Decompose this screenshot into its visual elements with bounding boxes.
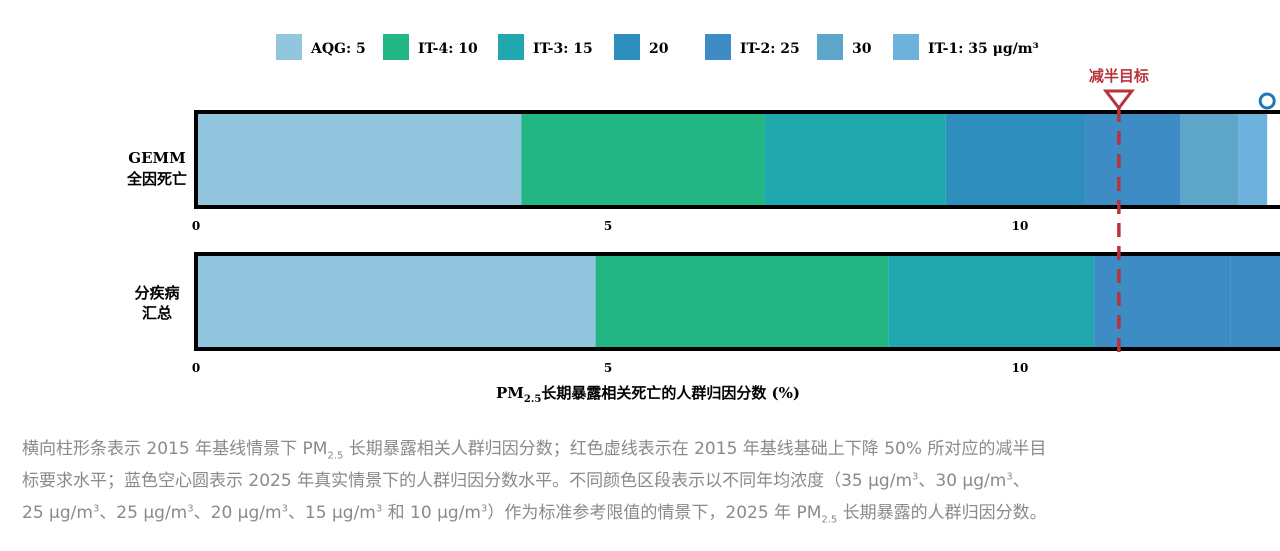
caption-line-1: 横向柱形条表示 2015 年基线情景下 PM2.5 长期暴露相关人群归因分数；红… bbox=[22, 433, 1267, 465]
bar-row-label: 分疾病 bbox=[134, 284, 179, 302]
bar-segment bbox=[1094, 254, 1231, 349]
caption-text: 、15 μg/m bbox=[287, 503, 376, 523]
x-axis-label: PM2.5长期暴露相关死亡的人群归因分数 (%) bbox=[496, 384, 800, 405]
marker-2025 bbox=[1258, 92, 1276, 110]
caption-text: 、20 μg/m bbox=[193, 503, 282, 523]
caption-text: 、25 μg/m bbox=[99, 503, 188, 523]
x-tick-label: 0 bbox=[192, 219, 200, 233]
legend-swatch bbox=[893, 34, 919, 60]
x-axis-label-rest: 长期暴露相关死亡的人群归因分数 (%) bbox=[541, 384, 800, 402]
bar-segment bbox=[945, 112, 1086, 207]
caption-line-2: 标要求水平；蓝色空心圆表示 2025 年真实情景下的人群归因分数水平。不同颜色区… bbox=[22, 465, 1267, 497]
caption-text: 长期暴露相关人群归因分数；红色虚线表示在 2015 年基线基础上下降 50% 所… bbox=[343, 439, 1047, 459]
x-axis-label-sub: 2.5 bbox=[524, 394, 541, 405]
legend-label: AQG: 5 bbox=[310, 41, 366, 57]
bar-row-2: 05101520分疾病汇总 bbox=[134, 252, 1280, 375]
bar-row-1: 05101520GEMM全因死亡 bbox=[126, 92, 1280, 233]
caption-text: 和 10 μg/m bbox=[382, 503, 481, 523]
caption-text: 、30 μg/m bbox=[918, 471, 1007, 491]
caption-sup: 3 bbox=[912, 471, 919, 483]
target-label: 减半目标 bbox=[1089, 67, 1149, 85]
bar-segment bbox=[764, 112, 946, 207]
caption-line-3: 25 μg/m3、25 μg/m3、20 μg/m3、15 μg/m3 和 10… bbox=[22, 497, 1267, 529]
caption-text: 标要求水平；蓝色空心圆表示 2025 年真实情景下的人群归因分数水平。不同颜色区… bbox=[22, 471, 912, 491]
x-tick-label: 10 bbox=[1012, 219, 1029, 233]
caption-text: 25 μg/m bbox=[22, 503, 93, 523]
caption-sub: 2.5 bbox=[821, 514, 838, 526]
caption-sup: 3 bbox=[92, 503, 100, 515]
legend-swatch bbox=[817, 34, 843, 60]
legend-label: IT-3: 15 bbox=[533, 41, 593, 57]
caption-sup: 3 bbox=[187, 503, 194, 515]
caption-text: 长期暴露的人群归因分数。 bbox=[837, 503, 1047, 523]
bar-segment bbox=[888, 254, 1095, 349]
caption-text: ）作为标准参考限值的情景下，2025 年 PM bbox=[487, 503, 822, 523]
bar-row-label: 全因死亡 bbox=[126, 170, 187, 188]
bar-segment bbox=[1238, 112, 1268, 207]
legend-label: IT-4: 10 bbox=[418, 41, 478, 57]
caption-text: 横向柱形条表示 2015 年基线情景下 PM bbox=[22, 439, 328, 459]
legend-label: IT-2: 25 bbox=[740, 41, 800, 57]
caption-text: 、 bbox=[1012, 471, 1030, 491]
legend-swatch bbox=[498, 34, 524, 60]
bar-segment bbox=[1230, 254, 1280, 349]
target-triangle-icon bbox=[1102, 89, 1135, 111]
target-line-group: 减半目标 bbox=[1089, 67, 1149, 352]
x-axis-label-main: PM bbox=[496, 384, 524, 402]
legend-label: IT-1: 35 μg/m³ bbox=[928, 41, 1039, 57]
caption-sub: 2.5 bbox=[327, 450, 344, 462]
caption-sup: 3 bbox=[1006, 471, 1013, 483]
bar-frame bbox=[194, 252, 1280, 351]
legend-swatch bbox=[705, 34, 731, 60]
bars-area: 05101520GEMM全因死亡05101520分疾病汇总20252015 bbox=[126, 92, 1280, 375]
legend-swatch bbox=[276, 34, 302, 60]
pm25-attributable-fraction-chart: AQG: 5 IT-4: 10 IT-3: 15 20 IT-2: 25 30 IT-1: … bbox=[126, 34, 1280, 405]
x-tick-label: 10 bbox=[1012, 361, 1029, 375]
chart-legend: AQG: 5 IT-4: 10 IT-3: 15 20 IT-2: 25 30 IT-1: … bbox=[276, 34, 1039, 60]
legend-swatch bbox=[614, 34, 640, 60]
bar-segment bbox=[521, 112, 765, 207]
bar-row-label: 汇总 bbox=[142, 304, 172, 322]
legend-swatch bbox=[383, 34, 409, 60]
bar-frame bbox=[194, 110, 1280, 209]
bar-segment bbox=[1085, 112, 1181, 207]
caption-sup: 3 bbox=[375, 503, 383, 515]
bar-segment bbox=[595, 254, 889, 349]
legend-label: 20 bbox=[649, 41, 669, 57]
bar-segment bbox=[1180, 112, 1239, 207]
bar-segment bbox=[196, 254, 596, 349]
bar-segment bbox=[196, 112, 522, 207]
figure-caption: 横向柱形条表示 2015 年基线情景下 PM2.5 长期暴露相关人群归因分数；红… bbox=[22, 433, 1267, 529]
x-tick-label: 0 bbox=[192, 361, 200, 375]
legend-label: 30 bbox=[852, 41, 872, 57]
x-tick-label: 5 bbox=[604, 361, 612, 375]
bar-row-label: GEMM bbox=[128, 149, 185, 167]
caption-sup: 3 bbox=[481, 503, 488, 515]
svg-text:PM2.5长期暴露相关死亡的人群归因分数 (%): PM2.5长期暴露相关死亡的人群归因分数 (%) bbox=[496, 384, 800, 405]
caption-sup: 3 bbox=[281, 503, 288, 515]
x-tick-label: 5 bbox=[604, 219, 612, 233]
